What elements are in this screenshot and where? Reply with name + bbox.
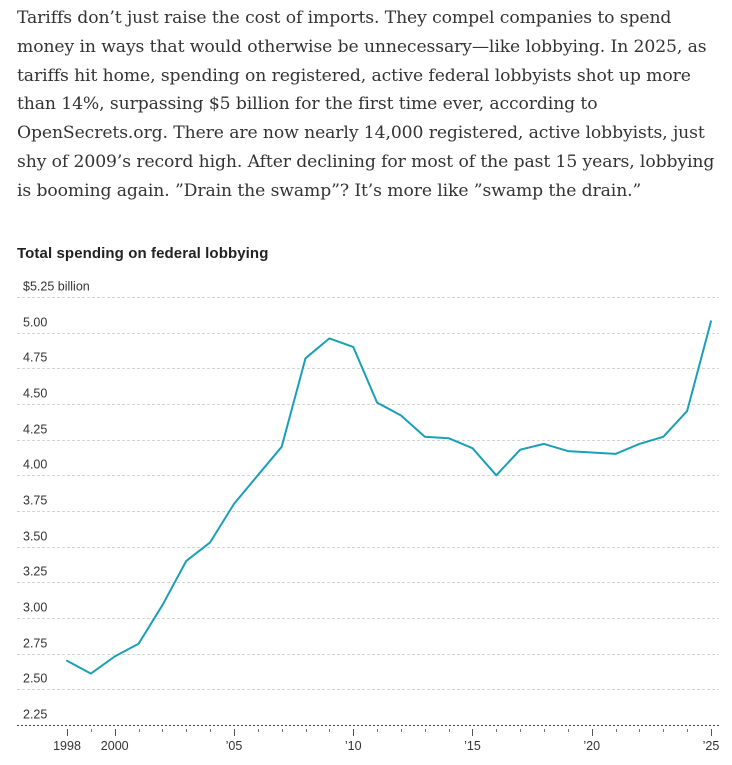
data-point [257,474,259,476]
data-point [66,660,68,662]
x-axis-ticks [67,729,712,736]
data-point [138,643,140,645]
x-axis-labels: 1998 2000 ’05 ’10 ’15 ’20 ’25 [53,739,719,753]
data-point [90,673,92,675]
grid-lines [17,297,719,726]
data-point [543,443,545,445]
y-tick-label: 4.50 [23,387,47,401]
series-line [66,320,712,675]
series-layer [66,320,712,675]
y-tick-label: 2.50 [23,672,47,686]
data-point [114,656,116,658]
data-point [495,474,497,476]
data-point [352,346,354,348]
data-point [328,337,330,339]
x-tick-label: 2000 [101,739,129,753]
y-tick-label: 4.75 [23,351,47,365]
data-point [567,450,569,452]
y-axis-labels: $5.25 billion 5.00 4.75 4.50 4.25 4.00 3.75 3.5… [23,280,90,722]
x-tick-label: ’10 [345,739,362,753]
chart-title: Total spending on federal lobbying [17,245,269,262]
y-tick-label: 2.75 [23,637,47,651]
data-point [305,357,307,359]
x-tick-label: 1998 [53,739,81,753]
y-tick-label: 2.25 [23,708,47,722]
x-tick-label: ’15 [464,739,481,753]
data-point [662,436,664,438]
data-point [376,402,378,404]
y-tick-label: 4.00 [23,458,47,472]
y-tick-label: 4.25 [23,423,47,437]
data-point [424,436,426,438]
data-point [472,447,474,449]
data-point [591,452,593,454]
x-tick-label: ’05 [226,739,243,753]
data-point [161,604,163,606]
y-tick-label: $5.25 billion [23,280,90,294]
y-tick-label: 3.75 [23,494,47,508]
y-tick-label: 3.00 [23,601,47,615]
data-point [448,437,450,439]
data-point [209,541,211,543]
data-point [519,449,521,451]
lobbying-spending-chart: $5.25 billion 5.00 4.75 4.50 4.25 4.00 3.75 3.5… [17,280,719,753]
y-tick-label: 3.25 [23,565,47,579]
y-tick-label: 3.50 [23,530,47,544]
data-point [710,320,712,322]
x-tick-label: ’25 [703,739,720,753]
data-point [686,410,688,412]
data-point [400,414,402,416]
data-point [615,453,617,455]
data-point [281,446,283,448]
x-tick-label: ’20 [583,739,600,753]
y-tick-label: 5.00 [23,316,47,330]
data-point [638,443,640,445]
article-paragraph: Tariffs don’t just raise the cost of imp… [17,8,715,201]
data-point [233,503,235,505]
data-point [185,560,187,562]
